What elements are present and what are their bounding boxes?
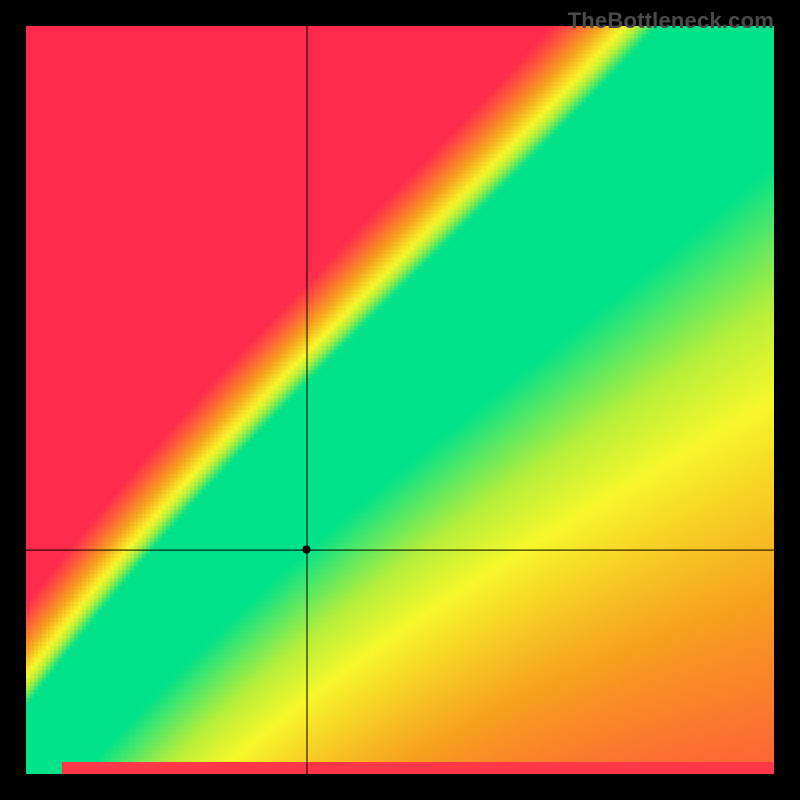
chart-container: { "watermark": "TheBottleneck.com", "cha…	[0, 0, 800, 800]
watermark-text: TheBottleneck.com	[568, 8, 774, 34]
bottleneck-heatmap	[0, 0, 800, 800]
